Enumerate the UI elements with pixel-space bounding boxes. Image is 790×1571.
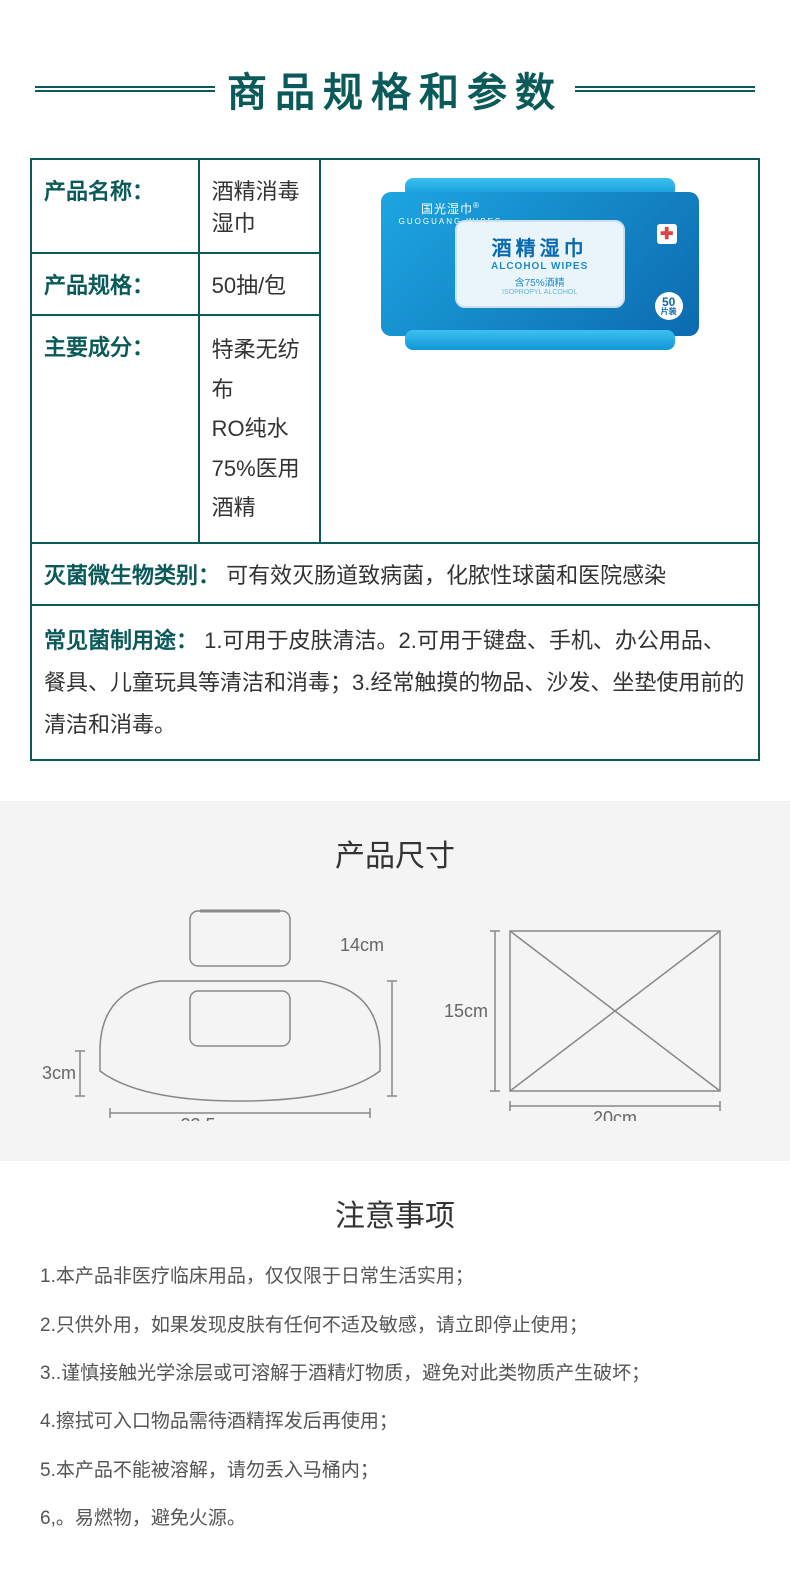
header-line-right bbox=[575, 86, 755, 92]
spec-ingredients-label: 主要成分： bbox=[31, 315, 199, 543]
pkg-lid-sub: 含75%酒精 bbox=[515, 274, 565, 289]
pack-height-side-label: 3cm bbox=[42, 1063, 76, 1083]
spec-table-container: 产品名称： 酒精消毒湿巾 国光湿巾® GUOGUANG WIPES 酒精湿巾 A… bbox=[0, 158, 790, 761]
note-item: 1.本产品非医疗临床用品，仅仅限于日常生活实用； bbox=[40, 1261, 750, 1293]
page-title: 商品规格和参数 bbox=[227, 60, 563, 118]
spec-microbe-label: 灭菌微生物类别： bbox=[44, 563, 220, 588]
sheet-dimension-diagram: 15cm 20cm bbox=[440, 901, 750, 1121]
pkg-seal-bottom bbox=[405, 330, 675, 350]
pkg-count-badge: 50 片装 bbox=[655, 292, 683, 320]
pkg-lid-en: ALCOHOL WIPES bbox=[491, 261, 588, 272]
note-item: 4.擦拭可入口物品需待酒精挥发后再使用； bbox=[40, 1406, 750, 1438]
pkg-lid-title: 酒精湿巾 bbox=[492, 232, 588, 261]
pack-height-mid-label: 14cm bbox=[340, 935, 384, 955]
spec-usage-label: 常见菌制用途： bbox=[44, 628, 198, 653]
note-item: 2.只供外用，如果发现皮肤有任何不适及敏感，请立即停止使用； bbox=[40, 1310, 750, 1342]
spec-size-value: 50抽/包 bbox=[199, 253, 321, 315]
product-package-illustration: 国光湿巾® GUOGUANG WIPES 酒精湿巾 ALCOHOL WIPES … bbox=[375, 174, 705, 354]
spec-ingredients-value: 特柔无纺布 RO纯水 75%医用酒精 bbox=[199, 315, 321, 543]
spec-name-value: 酒精消毒湿巾 bbox=[199, 159, 321, 253]
pack-width-label: 23.5cm bbox=[180, 1115, 239, 1121]
spec-table: 产品名称： 酒精消毒湿巾 国光湿巾® GUOGUANG WIPES 酒精湿巾 A… bbox=[30, 158, 760, 761]
note-item: 6,。易燃物，避免火源。 bbox=[40, 1503, 750, 1535]
dimensions-section: 产品尺寸 bbox=[0, 801, 790, 1161]
sheet-height-label: 15cm bbox=[444, 1001, 488, 1021]
spec-microbe-value: 可有效灭肠道致病菌，化脓性球菌和医院感染 bbox=[226, 563, 666, 588]
pkg-lid: 酒精湿巾 ALCOHOL WIPES 含75%酒精 ISOPROPYL ALCO… bbox=[455, 220, 625, 308]
table-row: 灭菌微生物类别： 可有效灭肠道致病菌，化脓性球菌和医院感染 bbox=[31, 543, 759, 605]
dimensions-row: 3cm 14cm 23.5cm 15cm 20cm bbox=[30, 901, 760, 1121]
pkg-lid-sub2: ISOPROPYL ALCOHOL bbox=[502, 289, 577, 296]
dimensions-title: 产品尺寸 bbox=[30, 831, 760, 875]
spec-name-label: 产品名称： bbox=[31, 159, 199, 253]
table-row: 常见菌制用途： 1.可用于皮肤清洁。2.可用于键盘、手机、办公用品、餐具、儿童玩… bbox=[31, 605, 759, 760]
spec-usage-row: 常见菌制用途： 1.可用于皮肤清洁。2.可用于键盘、手机、办公用品、餐具、儿童玩… bbox=[31, 605, 759, 760]
notes-title: 注意事项 bbox=[40, 1191, 750, 1235]
sheet-width-label: 20cm bbox=[593, 1108, 637, 1121]
notes-section: 注意事项 1.本产品非医疗临床用品，仅仅限于日常生活实用； 2.只供外用，如果发… bbox=[0, 1161, 790, 1571]
header: 商品规格和参数 bbox=[0, 0, 790, 158]
note-item: 3..谨慎接触光学涂层或可溶解于酒精灯物质，避免对此类物质产生破坏； bbox=[40, 1358, 750, 1390]
note-item: 5.本产品不能被溶解，请勿丢入马桶内； bbox=[40, 1455, 750, 1487]
product-image-cell: 国光湿巾® GUOGUANG WIPES 酒精湿巾 ALCOHOL WIPES … bbox=[320, 159, 759, 543]
table-row: 产品名称： 酒精消毒湿巾 国光湿巾® GUOGUANG WIPES 酒精湿巾 A… bbox=[31, 159, 759, 253]
spec-size-label: 产品规格： bbox=[31, 253, 199, 315]
spec-microbe-row: 灭菌微生物类别： 可有效灭肠道致病菌，化脓性球菌和医院感染 bbox=[31, 543, 759, 605]
medical-cross-icon: ✚ bbox=[657, 224, 677, 244]
package-dimension-diagram: 3cm 14cm 23.5cm bbox=[40, 901, 400, 1121]
pkg-count-unit: 片装 bbox=[661, 308, 677, 315]
pkg-brand-text: 国光湿巾 bbox=[421, 202, 473, 216]
header-line-left bbox=[35, 86, 215, 92]
